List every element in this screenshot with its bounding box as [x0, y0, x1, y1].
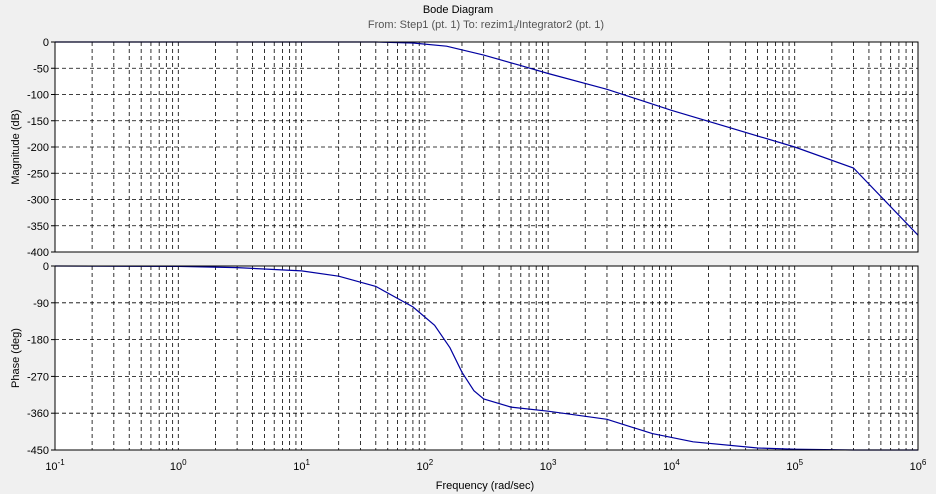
magnitude-y-axis-label: Magnitude (dB): [10, 109, 22, 184]
phase-ytick-label: -180: [27, 335, 49, 347]
magnitude-ytick-label: -200: [27, 142, 49, 154]
phase-series-line: [54, 265, 918, 451]
magnitude-ytick-label: -150: [27, 116, 49, 128]
phase-ytick-label: -270: [27, 371, 49, 383]
magnitude-ytick-label: 0: [43, 37, 49, 49]
phase-frame: [54, 265, 919, 451]
phase-panel: 0 -90 -180 -270 -360 -450 Phase (deg): [10, 261, 919, 457]
magnitude-ytick-label: -50: [33, 63, 49, 75]
magnitude-ytick-label: -400: [27, 247, 49, 259]
x-tick-label: 104: [663, 458, 680, 473]
chart-subtitle: From: Step1 (pt. 1) To: rezim1I/Integrat…: [368, 19, 604, 33]
x-tick-label: 102: [417, 458, 434, 473]
x-axis-label: Frequency (rad/sec): [436, 480, 534, 492]
x-tick-label: 103: [540, 458, 557, 473]
phase-ytick-label: -450: [27, 445, 49, 457]
subtitle-main: From: Step1 (pt. 1) To: rezim1: [368, 19, 514, 31]
magnitude-ytick-label: -300: [27, 195, 49, 207]
x-tick-label: 10-1: [45, 458, 65, 473]
subtitle-subscript: I: [514, 24, 516, 33]
x-tick-label: 101: [293, 458, 310, 473]
magnitude-ytick-label: -100: [27, 90, 49, 102]
phase-ytick-label: -90: [33, 298, 49, 310]
x-tick-labels: 10-1 100 101 102 103 104 105 106: [45, 458, 927, 473]
phase-ytick-label: -360: [27, 408, 49, 420]
phase-ytick-label: 0: [43, 261, 49, 273]
x-tick-label: 105: [786, 458, 803, 473]
magnitude-panel: 0 -50 -100 -150 -200 -250 -300 -350 -400 Magnitud…: [10, 37, 919, 259]
x-tick-label: 100: [170, 458, 187, 473]
chart-title: Bode Diagram: [423, 4, 493, 16]
phase-y-axis-label: Phase (deg): [10, 328, 22, 388]
phase-plot-area: [55, 266, 918, 450]
x-tick-label: 106: [910, 458, 927, 473]
magnitude-ytick-label: -350: [27, 221, 49, 233]
subtitle-tail: /Integrator2 (pt. 1): [516, 19, 604, 31]
magnitude-ytick-label: -250: [27, 168, 49, 180]
magnitude-frame: [54, 41, 919, 253]
